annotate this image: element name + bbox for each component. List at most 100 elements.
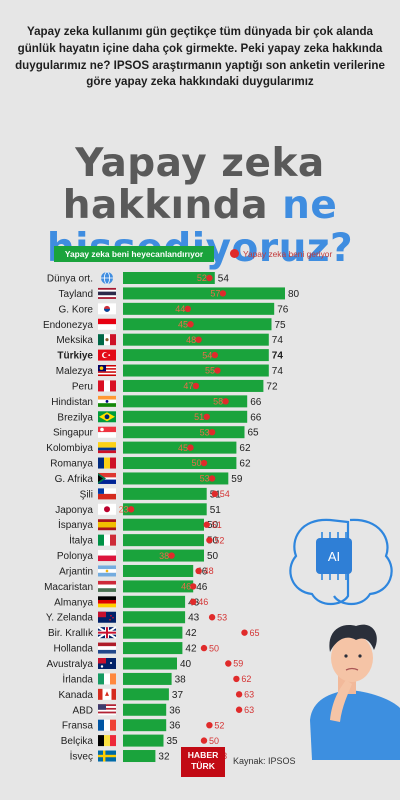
bar-excited [123,318,272,331]
haberturk-logo: HABER TÜRK [181,747,225,777]
bar-excited [123,426,245,439]
thinking-person-illustration [310,624,400,760]
bar-row: Avustralya 40 59 [46,657,243,670]
bar-excited [123,364,269,377]
value-excited: 51 [210,489,222,500]
flag-icon [98,580,116,592]
country-label: Bir. Krallık [48,628,94,639]
country-label: ABD [72,705,93,716]
value-excited: 36 [169,705,181,716]
flag-icon [98,303,116,315]
country-label: Malezya [56,366,94,377]
flag-icon [98,503,116,515]
bar-row: İrlanda 38 62 [62,672,251,685]
legend-excited: Yapay zeka beni heyecanlandırıyor [54,246,214,262]
value-nervous: 47 [183,381,193,391]
value-excited: 50 [207,551,219,562]
country-label: Polonya [57,551,94,562]
bar-row: Hindistan 66 58 [51,395,262,408]
title-line-2: hakkında ne [0,185,400,227]
value-nervous: 53 [200,427,210,437]
value-nervous: 44 [175,304,185,314]
value-nervous: 46 [181,582,191,592]
bar-excited [123,611,186,624]
flag-icon [98,688,116,700]
flag-icon [98,442,116,454]
flag-icon [98,719,116,731]
bar-row: Peru 72 47 [72,379,278,392]
bar-row: G. Afrika 59 53 [55,472,243,485]
bar-excited [123,395,248,408]
legend-nervous-dot [230,249,239,258]
country-label: Hollanda [54,644,94,655]
bar-excited [123,503,207,516]
value-excited: 32 [158,752,170,763]
bar-row: Romanya 62 50 [50,457,251,470]
bar-row: Kanada 37 63 [59,688,254,701]
bar-row: Brezilya 66 51 [57,410,262,423]
logo-line-2: TÜRK [191,761,215,771]
bar-row: Polonya 50 38 [57,549,219,562]
flag-icon [98,472,116,484]
dot-nervous [206,721,213,729]
flag-icon [98,596,116,608]
flag-icon [98,318,116,330]
value-excited: 46 [196,582,208,593]
flag-icon [98,519,116,531]
flag-icon [98,365,116,377]
bar-row: Y. Zelanda 43 53 [46,611,227,624]
value-nervous: 45 [178,443,188,453]
country-label: Y. Zelanda [46,613,94,624]
value-excited: 42 [185,644,197,655]
bar-row: Singapur 65 53 [53,426,259,439]
dot-nervous [233,675,240,683]
bar-excited [123,441,237,454]
dot-nervous [222,398,229,405]
brain-left [289,518,350,606]
brain-right [333,518,393,606]
bar-excited [123,302,275,315]
flag-icon [98,565,116,577]
value-nervous: 59 [233,659,243,669]
country-label: G. Afrika [55,474,94,485]
value-excited: 42 [185,628,197,639]
country-label: Almanya [54,597,93,608]
bar-excited [123,549,204,562]
bar-row: ABD 36 63 [72,703,254,716]
bar-row: G. Kore 76 44 [59,302,289,315]
value-nervous: 46 [198,597,208,607]
value-nervous: 54 [202,350,212,360]
country-label: Macaristan [44,582,93,593]
dot-nervous [200,737,208,744]
country-label: Endonezya [43,320,93,331]
bar-row: Japonya 51 23 [55,503,221,516]
country-label: Brezilya [57,412,93,423]
flag-icon [98,287,116,299]
bar-excited [123,379,264,392]
flag-icon [98,673,116,685]
title-line-2-blue: ne [282,183,338,228]
country-label: Arjantin [59,566,93,577]
bar-excited [123,719,167,732]
person-mouth [345,667,359,671]
bar-excited [123,750,156,763]
value-excited: 59 [231,474,243,485]
ai-chip [316,538,352,574]
dot-nervous [190,583,197,590]
country-label: Hindistan [51,397,93,408]
flag-icon [98,611,116,623]
bar-excited [123,595,186,608]
value-excited: 54 [218,274,230,285]
value-nervous: 50 [209,643,219,653]
value-excited: 37 [172,690,184,701]
dot-nervous [190,598,197,606]
person-hair [329,624,377,652]
dot-nervous [187,321,194,328]
title-line-1: Yapay zeka [75,141,325,186]
country-label: Romanya [50,459,93,470]
bar-excited [123,580,194,593]
dot-nervous [206,536,213,544]
value-excited: 62 [239,459,251,470]
